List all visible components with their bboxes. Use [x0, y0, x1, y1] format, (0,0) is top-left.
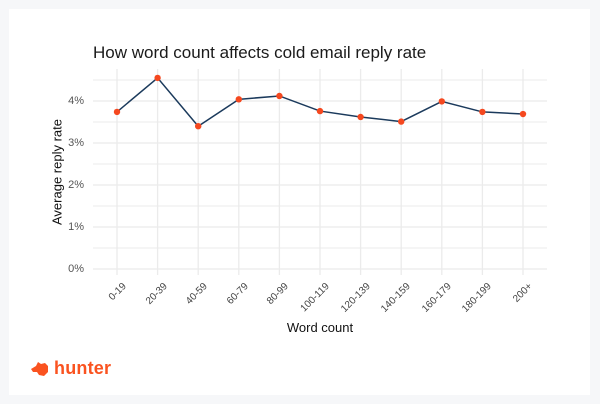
data-point — [438, 98, 445, 105]
data-point — [235, 96, 242, 103]
chart-card — [9, 9, 590, 395]
y-tick-label: 2% — [68, 179, 84, 191]
data-point — [195, 123, 202, 130]
y-axis-title: Average reply rate — [49, 119, 65, 225]
gridlines — [93, 69, 547, 275]
y-tick-label: 4% — [68, 95, 84, 107]
y-tick-label: 1% — [68, 221, 84, 233]
y-tick-label: 3% — [68, 137, 84, 149]
data-point — [357, 113, 364, 121]
data-points — [113, 74, 527, 130]
brand-logo: hunter — [30, 358, 111, 379]
data-point — [154, 74, 161, 82]
data-point — [479, 108, 486, 116]
brand-name: hunter — [54, 358, 112, 378]
fox-head-icon — [31, 361, 48, 376]
data-point — [276, 92, 283, 100]
y-tick-label: 0% — [68, 263, 84, 275]
data-point — [113, 108, 121, 116]
data-point — [519, 110, 527, 118]
data-point — [316, 107, 324, 115]
data-point — [398, 118, 405, 125]
chart-title: How word count affects cold email reply … — [93, 43, 427, 62]
x-axis-title: Word count — [286, 320, 354, 335]
